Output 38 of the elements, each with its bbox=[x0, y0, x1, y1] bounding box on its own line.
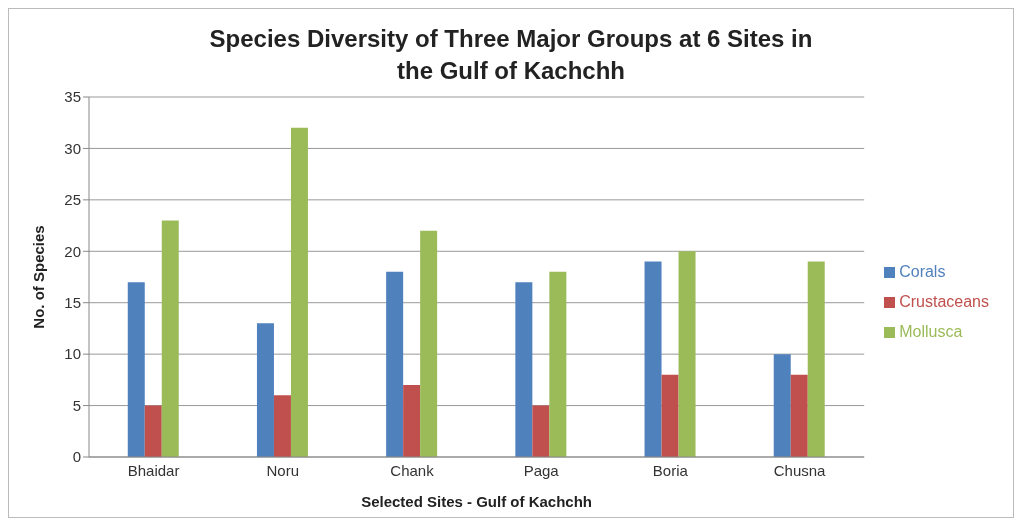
y-tick-label: 35 bbox=[64, 88, 81, 106]
x-axis-title: Selected Sites - Gulf of Kachchh bbox=[361, 493, 593, 510]
bar bbox=[161, 220, 179, 457]
bar bbox=[127, 282, 145, 457]
bar bbox=[661, 374, 679, 457]
x-tick-label: Chusna bbox=[773, 461, 827, 479]
x-tick-label: Chank bbox=[390, 461, 435, 479]
legend-label: Corals bbox=[899, 263, 946, 280]
bar bbox=[420, 230, 438, 457]
y-tick-label: 0 bbox=[72, 448, 81, 466]
legend-label: Crustaceans bbox=[899, 293, 989, 310]
bar bbox=[678, 251, 696, 457]
y-axis-title: No. of Species bbox=[30, 225, 48, 329]
y-tick-label: 30 bbox=[64, 139, 81, 157]
bar bbox=[549, 271, 567, 457]
legend-label: Mollusca bbox=[899, 323, 963, 340]
bar bbox=[386, 271, 404, 457]
y-tick-label: 5 bbox=[72, 396, 81, 414]
bar bbox=[515, 282, 533, 457]
x-tick-label: Bhaidar bbox=[127, 461, 180, 479]
chart-title: Species Diversity of Three Major Groups at 6 Sites in the Gulf of Kachchh bbox=[208, 24, 814, 86]
bar bbox=[807, 261, 825, 457]
bar bbox=[256, 323, 274, 457]
bar bbox=[273, 395, 291, 457]
bar bbox=[644, 261, 662, 457]
bar bbox=[144, 405, 162, 457]
bar bbox=[532, 405, 550, 457]
y-tick-label: 10 bbox=[64, 345, 81, 363]
x-tick-label: Noru bbox=[266, 461, 300, 479]
bar bbox=[403, 385, 421, 457]
bar bbox=[790, 374, 808, 457]
y-tick-label: 25 bbox=[64, 191, 81, 209]
bar bbox=[290, 127, 308, 457]
bar bbox=[773, 354, 791, 457]
y-tick-label: 15 bbox=[64, 294, 81, 312]
y-tick-label: 20 bbox=[64, 242, 81, 260]
x-tick-label: Paga bbox=[523, 461, 560, 479]
x-tick-label: Boria bbox=[652, 461, 689, 479]
